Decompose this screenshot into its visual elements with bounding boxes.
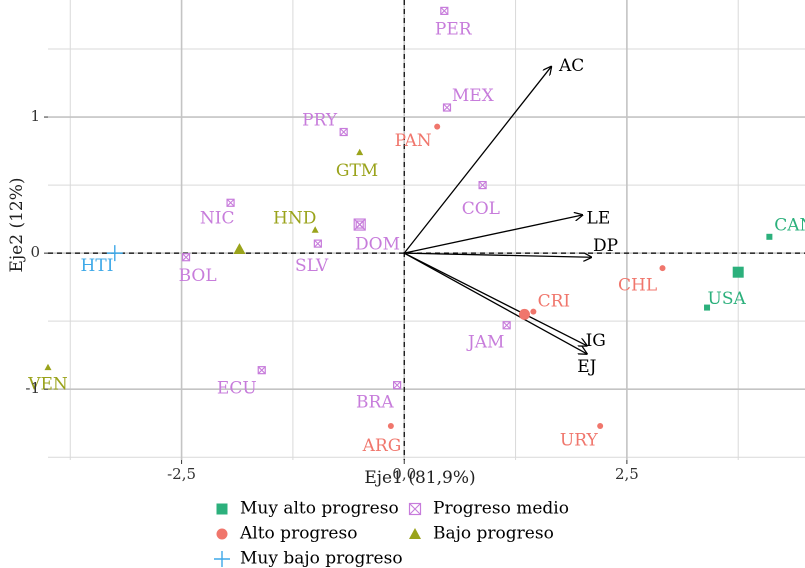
vector-arrow-le (404, 215, 582, 254)
point-cri (530, 308, 537, 315)
x-tick-label: 0,0 (392, 465, 416, 483)
point-bol (181, 253, 191, 262)
point-jam (502, 321, 511, 330)
point-nic (226, 198, 235, 207)
y-tick-label: 0 (30, 243, 40, 261)
point-label-cri: CRI (538, 292, 571, 312)
point-label-pry: PRY (302, 111, 338, 131)
point-per (440, 6, 449, 15)
point-label-per: PER (435, 19, 473, 39)
point-label-col: COL (462, 199, 500, 219)
point-label-dom: DOM (355, 234, 400, 254)
point-label-bra: BRA (356, 392, 394, 412)
axes: -2,5 0,0 2,5 -1 0 1 (25, 107, 638, 483)
legend: Muy alto progreso Alto progreso Progreso m… (214, 499, 569, 568)
point-label-usa: USA (708, 289, 747, 309)
group-mean-alto (518, 308, 530, 320)
group-mean-medio (353, 218, 366, 231)
point-label-hti: HTI (81, 256, 114, 276)
legend-key-bajo (409, 528, 421, 539)
point-label-bol: BOL (179, 266, 217, 286)
reference-lines (48, 0, 805, 460)
grid (48, 0, 805, 460)
x-tick-label: -2,5 (167, 465, 196, 483)
point-bra (393, 381, 402, 390)
point-can (766, 233, 773, 240)
point-label-jam: JAM (466, 332, 505, 352)
y-axis-title: Eje2 (12%) (7, 177, 27, 272)
point-pry (339, 127, 348, 137)
legend-label-medio: Progreso medio (433, 499, 569, 519)
point-label-slv: SLV (295, 256, 329, 276)
point-labels: CAN USA CHL CRI URY ARG PAN PER MEX PRY COL NIC DOM S… (27, 19, 805, 455)
legend-label-bajo: Bajo progreso (433, 524, 554, 544)
x-tick-label: 2,5 (615, 465, 639, 483)
legend-label-muy-bajo: Muy bajo progreso (240, 549, 403, 568)
point-arg (387, 422, 394, 429)
point-chl (659, 265, 666, 272)
vector-label-le: LE (587, 209, 611, 229)
point-hnd (311, 226, 319, 233)
point-gtm (356, 148, 364, 156)
point-col (478, 180, 487, 190)
legend-key-medio (408, 502, 422, 516)
vector-label-ej: EJ (577, 357, 596, 377)
point-usa (704, 304, 711, 311)
point-slv (313, 239, 322, 248)
point-pan (434, 123, 441, 130)
vector-arrow-dp (404, 252, 591, 257)
point-label-ury: URY (560, 430, 599, 450)
point-label-nic: NIC (200, 209, 235, 229)
point-label-can: CAN (774, 215, 805, 235)
vector-label-ac: AC (558, 56, 584, 76)
point-label-mex: MEX (452, 86, 495, 106)
vector-arrow-ej (403, 252, 587, 354)
point-ury (597, 422, 604, 429)
point-mex (442, 103, 452, 112)
point-label-ven: VEN (27, 375, 68, 395)
x-axis-title: Eje1 (81,9%) (364, 468, 475, 488)
point-label-ecu: ECU (217, 379, 257, 399)
point-label-gtm: GTM (336, 161, 378, 181)
group-mean-bajo (233, 243, 246, 255)
point-label-arg: ARG (362, 436, 402, 456)
y-tick-label: -1 (25, 379, 40, 397)
point-label-pan: PAN (395, 131, 432, 151)
vector-arrow-ig (403, 252, 587, 346)
point-hti (106, 245, 123, 262)
legend-key-alto (216, 528, 228, 540)
legend-label-muy-alto: Muy alto progreso (240, 499, 399, 519)
legend-label-alto: Alto progreso (239, 524, 357, 544)
vector-arrow-ac (403, 67, 551, 254)
scatter-points (44, 6, 773, 429)
legend-key-muy-bajo (214, 551, 230, 567)
group-mean-muy-alto (732, 266, 744, 278)
point-label-hnd: HND (273, 209, 316, 229)
vector-label-ig: IG (586, 331, 606, 351)
vector-label-dp: DP (593, 236, 618, 256)
point-ven (44, 363, 52, 371)
y-tick-label: 1 (30, 107, 40, 125)
point-label-chl: CHL (618, 275, 657, 295)
legend-key-muy-alto (216, 503, 228, 515)
loading-vectors: AC LE DP IG EJ (403, 56, 618, 377)
point-ecu (257, 366, 266, 375)
